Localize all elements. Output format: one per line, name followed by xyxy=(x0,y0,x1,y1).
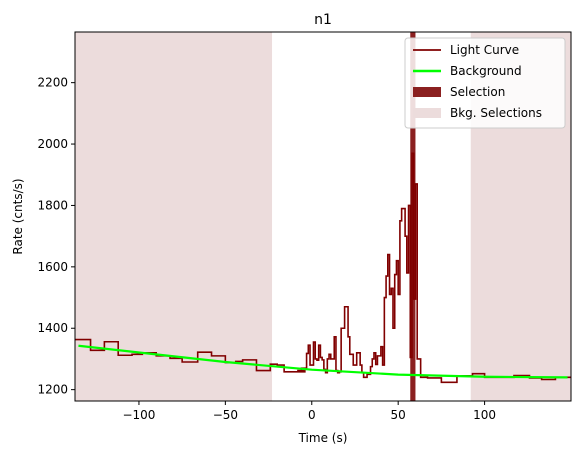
legend-swatch-patch xyxy=(413,87,441,97)
x-tick-label: 100 xyxy=(473,408,496,422)
x-tick-label: −100 xyxy=(122,408,155,422)
light-curve-line xyxy=(75,152,571,384)
x-axis: −100 −50 0 50 100 xyxy=(122,401,496,422)
selection-region xyxy=(410,32,416,401)
legend-label: Bkg. Selections xyxy=(450,106,542,120)
y-tick-label: 1400 xyxy=(37,321,68,335)
legend-label: Background xyxy=(450,64,522,78)
y-tick-label: 1200 xyxy=(37,383,68,397)
x-tick-label: −50 xyxy=(213,408,238,422)
background-line xyxy=(78,344,568,379)
x-tick-label: 0 xyxy=(308,408,316,422)
y-tick-label: 1600 xyxy=(37,260,68,274)
y-tick-label: 2000 xyxy=(37,137,68,151)
axes-frame xyxy=(74,31,572,402)
legend-swatch-patch xyxy=(413,108,441,118)
legend: Light Curve Background Selection Bkg. Selec… xyxy=(404,37,566,129)
x-axis-label: Time (s) xyxy=(298,431,348,445)
legend-label: Light Curve xyxy=(450,43,519,57)
y-axis-label: Rate (cnts/s) xyxy=(11,178,25,254)
y-axis: 1200 1400 1600 1800 2000 2200 xyxy=(37,76,75,397)
bkg-selection-region xyxy=(75,32,273,401)
chart-title: n1 xyxy=(314,12,332,28)
legend-label: Selection xyxy=(450,85,505,99)
legend-box xyxy=(404,37,566,129)
y-tick-label: 2200 xyxy=(37,76,68,90)
y-tick-label: 1800 xyxy=(37,198,68,212)
x-tick-label: 50 xyxy=(391,408,406,422)
